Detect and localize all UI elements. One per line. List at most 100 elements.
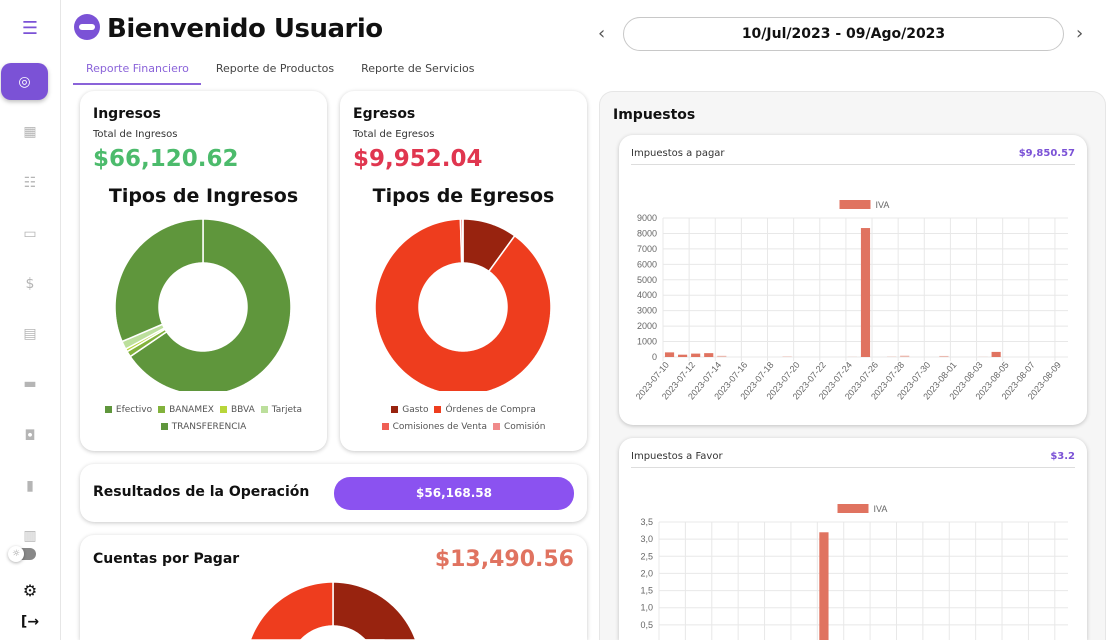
tab-reporte-servicios[interactable]: Reporte de Servicios <box>361 62 475 75</box>
donut-slice <box>114 218 204 343</box>
legend-swatch <box>391 406 399 413</box>
y-tick-label: 0 <box>652 352 657 362</box>
y-tick-label: 7000 <box>637 244 657 254</box>
legend-item[interactable]: Tarjeta <box>260 402 303 419</box>
bar <box>860 228 871 357</box>
logo-icon <box>74 14 100 40</box>
legend-label: Tarjeta <box>271 405 303 415</box>
legend-item[interactable]: BANAMEX <box>158 402 214 419</box>
bar <box>678 354 688 357</box>
ingresos-amount: $66,120.62 <box>93 146 239 172</box>
clipboard-icon[interactable]: ▤ <box>23 326 37 342</box>
legend-label: Efectivo <box>115 405 153 415</box>
gear-icon[interactable]: ⚙ <box>22 580 38 600</box>
date-range-picker[interactable]: 10/Jul/2023 - 09/Ago/2023 <box>623 17 1064 51</box>
impuestos-favor-chart: 0,5 1,0 1,5 2,0 2,5 3,0 3,5 IVA <box>640 504 1068 640</box>
impuestos-pagar-chart: 0 1000 2000 3000 4000 5000 6000 7000 8000 9000 IVA… <box>634 200 1068 402</box>
impuestos-pagar-title: Impuestos a pagar <box>631 148 725 159</box>
resultados-title: Resultados de la Operación <box>93 484 310 500</box>
wallet-icon[interactable]: ▬ <box>23 376 37 392</box>
egresos-legend: Gasto Órdenes de Compra Comisiones de Vent… <box>340 402 587 436</box>
resultados-card: Resultados de la Operación $56,168.58 <box>80 464 587 522</box>
legend-label: Gasto <box>402 405 429 415</box>
bar <box>704 353 714 357</box>
y-tick-label: 2000 <box>637 321 657 331</box>
divider <box>631 467 1075 468</box>
impuestos-favor-title: Impuestos a Favor <box>631 451 723 462</box>
legend-swatch <box>839 200 871 209</box>
impuestos-title: Impuestos <box>613 107 696 123</box>
cash-register-icon[interactable]: ▦ <box>23 124 37 140</box>
ingresos-card: Ingresos Total de Ingresos $66,120.62 Ti… <box>80 91 327 451</box>
impuestos-favor-card: Impuestos a Favor $3.2 0,5 1,0 1,5 2,0 2,5 3,… <box>619 438 1087 640</box>
legend-item[interactable]: TRANSFERENCIA <box>160 419 246 436</box>
y-tick-label: 6000 <box>637 259 657 269</box>
legend-item[interactable]: BBVA <box>219 402 255 419</box>
cuentas-card: Cuentas por Pagar $13,490.56 <box>80 535 587 640</box>
y-tick-label: 3000 <box>637 306 657 316</box>
legend-item[interactable]: Comisiones de Venta <box>381 419 487 436</box>
tab-reporte-financiero[interactable]: Reporte Financiero <box>73 62 201 85</box>
y-tick-label: 8000 <box>637 228 657 238</box>
legend-swatch <box>160 423 168 430</box>
legend-label: IVA <box>876 200 890 210</box>
egresos-amount: $9,952.04 <box>353 146 483 172</box>
ingresos-chart-title: Tipos de Ingresos <box>108 185 299 207</box>
y-tick-label: 2,5 <box>640 551 653 561</box>
notebook-icon[interactable]: ▮ <box>26 478 34 494</box>
legend-label: Comisión <box>503 422 546 432</box>
bar <box>939 355 949 357</box>
bar <box>900 355 910 357</box>
egresos-card: Egresos Total de Egresos $9,952.04 Tipos… <box>340 91 587 451</box>
impuestos-pagar-amount: $9,850.57 <box>1018 148 1075 159</box>
bar <box>991 351 1001 357</box>
theme-toggle[interactable]: ☼ <box>8 546 36 562</box>
dollar-icon[interactable]: $ <box>25 276 35 292</box>
legend-swatch <box>260 406 268 413</box>
sun-icon: ☼ <box>8 546 24 562</box>
legend-label: BBVA <box>230 405 255 415</box>
chevron-right-icon[interactable]: › <box>1076 23 1084 44</box>
chevron-left-icon[interactable]: ‹ <box>598 23 606 44</box>
divider <box>631 164 1075 165</box>
y-tick-label: 1,5 <box>640 586 653 596</box>
bar <box>691 353 701 357</box>
legend-item[interactable]: Órdenes de Compra <box>434 402 536 419</box>
legend-label: Órdenes de Compra <box>445 405 536 415</box>
legend-swatch <box>434 406 442 413</box>
y-tick-label: 1000 <box>637 337 657 347</box>
dashboard-icon[interactable]: ◎ <box>1 63 48 100</box>
cuentas-amount: $13,490.56 <box>434 547 574 572</box>
legend-label: BANAMEX <box>169 405 214 415</box>
legend-item[interactable]: Efectivo <box>104 402 153 419</box>
legend-item[interactable]: Gasto <box>391 402 428 419</box>
list-icon[interactable]: ☷ <box>23 175 37 191</box>
table-icon[interactable]: ▥ <box>23 528 37 544</box>
monitor-icon[interactable]: ▭ <box>23 226 37 242</box>
impuestos-favor-amount: $3.2 <box>1050 451 1075 462</box>
bar <box>819 532 829 640</box>
menu-icon[interactable]: ☰ <box>21 17 39 39</box>
y-tick-label: 3,0 <box>640 534 653 544</box>
coins-icon[interactable]: ◘ <box>24 428 36 444</box>
y-tick-label: 4000 <box>637 290 657 300</box>
egresos-title: Egresos <box>353 106 416 122</box>
logout-icon[interactable]: [→ <box>20 614 40 630</box>
impuestos-pagar-card: Impuestos a pagar $9,850.57 0 1000 2000 300… <box>619 135 1087 425</box>
date-navigator: ‹ 10/Jul/2023 - 09/Ago/2023 › <box>596 17 1096 51</box>
y-tick-label: 2,0 <box>640 568 653 578</box>
egresos-donut <box>374 218 552 391</box>
resultados-amount-button[interactable]: $56,168.58 <box>334 477 574 510</box>
page-title: Bienvenido Usuario <box>107 14 383 44</box>
legend-item[interactable]: Comisión <box>492 419 546 436</box>
report-tabs: Reporte Financiero Reporte de Productos … <box>73 62 488 85</box>
legend-label: IVA <box>874 504 888 514</box>
legend-swatch <box>837 504 869 513</box>
y-tick-label: 5000 <box>637 275 657 285</box>
cuentas-donut <box>245 581 421 640</box>
tab-reporte-productos[interactable]: Reporte de Productos <box>215 62 335 75</box>
legend-swatch <box>219 406 227 413</box>
y-tick-label: 1,0 <box>640 603 653 613</box>
ingresos-donut <box>114 218 292 391</box>
cuentas-title: Cuentas por Pagar <box>93 551 240 567</box>
